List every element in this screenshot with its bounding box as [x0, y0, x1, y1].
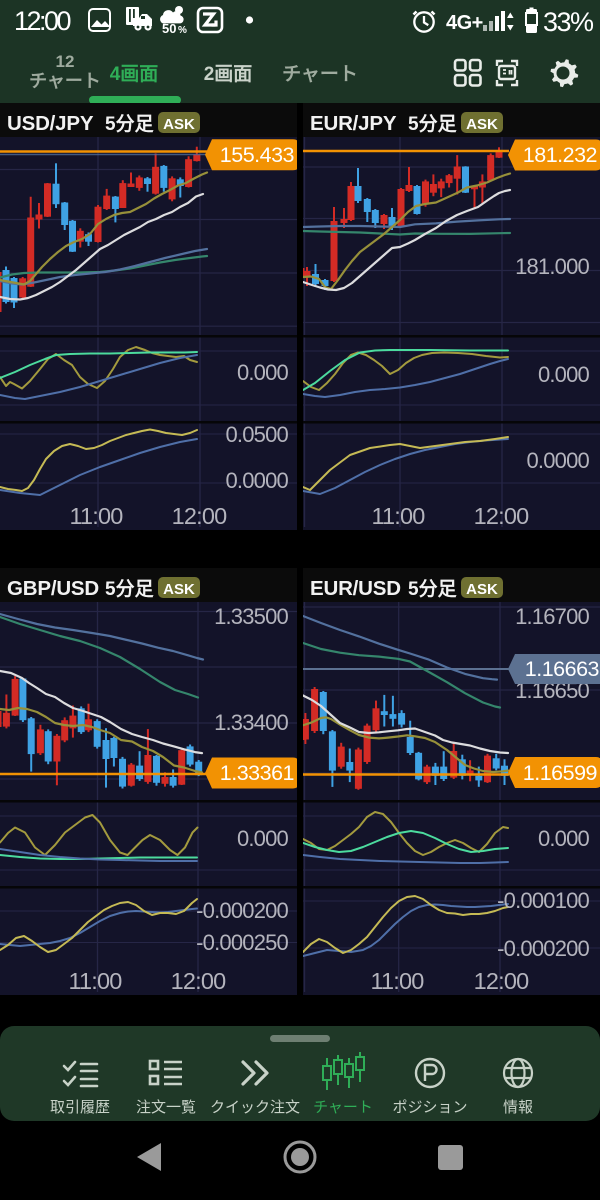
svg-text:ASK: ASK [163, 581, 195, 598]
svg-text:0.000: 0.000 [538, 826, 590, 851]
svg-text:50: 50 [162, 21, 176, 36]
svg-text:0.000: 0.000 [237, 826, 289, 851]
svg-text:11:00: 11:00 [371, 503, 425, 529]
svg-text:0.0000: 0.0000 [226, 468, 289, 493]
svg-text:1.33361: 1.33361 [220, 761, 294, 785]
svg-text:12:00: 12:00 [474, 503, 530, 529]
svg-text:0.0500: 0.0500 [226, 422, 289, 447]
svg-text:チャート: チャート [29, 71, 101, 91]
svg-text:2画面: 2画面 [204, 64, 253, 85]
svg-text:クイック注文: クイック注文 [210, 1099, 300, 1116]
svg-text:12:00: 12:00 [172, 503, 228, 529]
svg-text:12:00: 12:00 [474, 968, 530, 994]
svg-text:4画面: 4画面 [110, 64, 159, 85]
svg-text:-0.000200: -0.000200 [196, 898, 288, 923]
svg-text:11:00: 11:00 [69, 503, 123, 529]
svg-text:12:00: 12:00 [14, 6, 71, 36]
svg-text:11:00: 11:00 [68, 968, 122, 994]
svg-text:12: 12 [56, 52, 75, 71]
svg-text:1.33500: 1.33500 [214, 604, 288, 629]
svg-text:EUR/USD: EUR/USD [310, 577, 401, 600]
svg-text:0.000: 0.000 [237, 360, 289, 385]
svg-text:-0.000100: -0.000100 [497, 888, 589, 913]
svg-text:1.16700: 1.16700 [515, 604, 589, 629]
svg-text:1.16663: 1.16663 [525, 657, 600, 681]
svg-text:チャート: チャート [282, 64, 358, 85]
svg-text:1.33400: 1.33400 [214, 710, 288, 735]
svg-text:ASK: ASK [163, 116, 195, 133]
svg-text:取引履歴: 取引履歴 [50, 1099, 110, 1116]
svg-text:注文一覧: 注文一覧 [136, 1099, 196, 1116]
svg-text:GBP/USD: GBP/USD [7, 577, 99, 600]
svg-text:%: % [178, 25, 187, 36]
svg-text:5分足: 5分足 [105, 113, 155, 135]
svg-text:-0.000250: -0.000250 [196, 930, 288, 955]
svg-text:0.0000: 0.0000 [527, 448, 590, 473]
svg-text:0.000: 0.000 [538, 362, 590, 387]
svg-text:5分足: 5分足 [408, 578, 458, 600]
svg-text:-0.000200: -0.000200 [497, 936, 589, 961]
svg-text:1.16599: 1.16599 [523, 761, 597, 785]
svg-text:ポジション: ポジション [392, 1099, 467, 1116]
svg-text:12:00: 12:00 [171, 968, 227, 994]
svg-text:USD/JPY: USD/JPY [7, 112, 94, 135]
svg-text:情報: 情報 [503, 1099, 533, 1116]
svg-text:33%: 33% [543, 7, 594, 37]
svg-text:チャート: チャート [313, 1099, 373, 1116]
svg-text:155.433: 155.433 [220, 143, 295, 167]
svg-text:4G+: 4G+ [446, 12, 483, 34]
svg-text:181.232: 181.232 [523, 143, 597, 167]
svg-text:5分足: 5分足 [105, 578, 155, 600]
svg-text:181.000: 181.000 [515, 254, 589, 279]
svg-text:5分足: 5分足 [408, 113, 458, 135]
svg-text:ASK: ASK [466, 116, 498, 133]
svg-text:ASK: ASK [466, 581, 498, 598]
svg-text:EUR/JPY: EUR/JPY [310, 112, 397, 135]
svg-text:11:00: 11:00 [370, 968, 424, 994]
